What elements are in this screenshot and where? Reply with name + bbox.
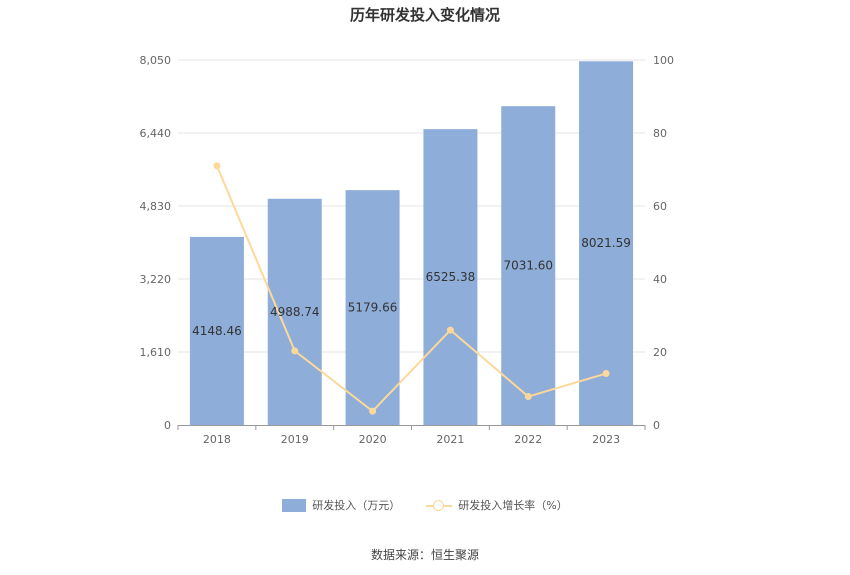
line-point[interactable] <box>291 347 299 355</box>
y-right-tick-label: 20 <box>653 346 667 359</box>
axes: 0 0 1,610 20 3,220 40 4,830 60 6,440 80 8,050 100 20… <box>140 54 675 446</box>
line-point[interactable] <box>446 326 454 334</box>
bar-value-label: 8021.59 <box>581 236 631 250</box>
y-right-tick-label: 0 <box>653 419 660 432</box>
bar[interactable] <box>189 236 244 425</box>
bar-series <box>189 61 634 426</box>
x-tick-label: 2023 <box>592 433 620 446</box>
bar[interactable] <box>423 129 478 426</box>
legend-line-swatch <box>426 499 453 512</box>
x-tick-label: 2019 <box>281 433 309 446</box>
line-point[interactable] <box>213 162 221 170</box>
y-left-tick-label: 8,050 <box>140 54 172 67</box>
x-tick-label: 2021 <box>436 433 464 446</box>
line-point[interactable] <box>524 393 532 401</box>
data-source: 数据来源：恒生聚源 <box>370 548 479 562</box>
x-tick-label: 2020 <box>359 433 387 446</box>
y-left-tick-label: 0 <box>164 419 171 432</box>
bar-labels: 4148.46 4988.74 5179.66 6525.38 7031.60 8021.… <box>192 236 631 338</box>
chart-title: 历年研发投入变化情况 <box>349 6 500 24</box>
legend-item-bar[interactable]: 研发投入（万元） <box>282 497 400 513</box>
line-series <box>213 162 610 415</box>
y-left-tick-label: 4,830 <box>140 200 172 213</box>
y-left-tick-label: 1,610 <box>140 346 172 359</box>
bar[interactable] <box>267 198 322 425</box>
line-point[interactable] <box>369 407 377 415</box>
y-left-tick-label: 3,220 <box>140 273 172 286</box>
bar[interactable] <box>501 106 556 425</box>
y-right-tick-label: 60 <box>653 200 667 213</box>
bar-value-label: 4148.46 <box>192 324 242 338</box>
grid-lines <box>178 59 645 353</box>
legend-line-label: 研发投入增长率（%） <box>458 499 568 512</box>
bar[interactable] <box>579 61 634 426</box>
bar-value-label: 5179.66 <box>348 301 398 315</box>
x-tick-label: 2018 <box>203 433 231 446</box>
legend-item-line[interactable]: 研发投入增长率（%） <box>426 497 568 513</box>
legend: 研发投入（万元） 研发投入增长率（%） <box>0 497 850 513</box>
legend-bar-swatch <box>282 498 307 512</box>
bar[interactable] <box>345 190 400 425</box>
y-left-tick-label: 6,440 <box>140 127 172 140</box>
y-right-tick-label: 40 <box>653 273 667 286</box>
y-right-tick-label: 80 <box>653 127 667 140</box>
legend-bar-label: 研发投入（万元） <box>312 499 401 512</box>
y-right-tick-label: 100 <box>653 54 674 67</box>
bar-value-label: 7031.60 <box>503 259 553 273</box>
bar-value-label: 6525.38 <box>426 270 476 284</box>
bar-value-label: 4988.74 <box>270 305 320 319</box>
line-point[interactable] <box>602 370 610 378</box>
x-tick-label: 2022 <box>514 433 542 446</box>
growth-rate-line <box>215 165 607 413</box>
